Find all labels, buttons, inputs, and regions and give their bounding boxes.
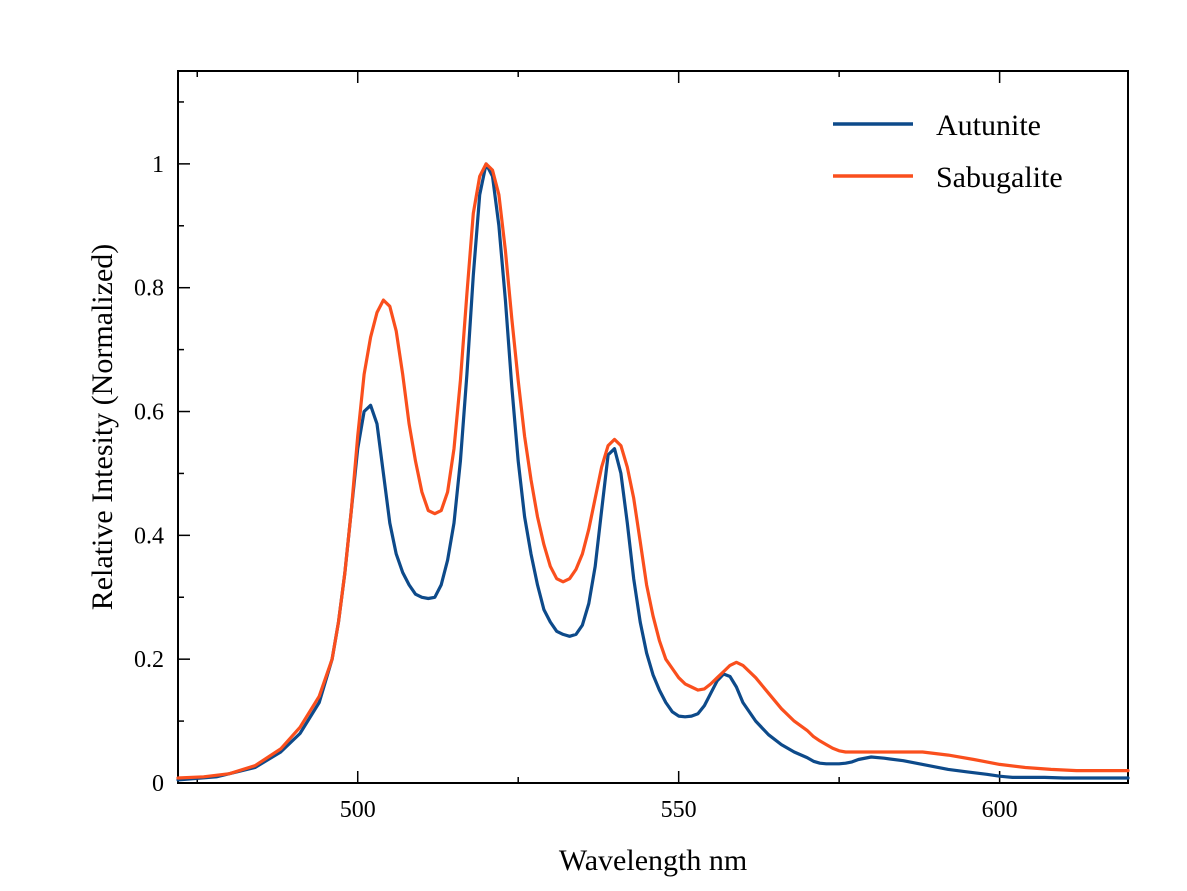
y-axis-label: Relative Intesity (Normalized) xyxy=(86,244,119,611)
y-tick-label: 0.8 xyxy=(134,276,164,302)
y-tick-label: 0 xyxy=(152,771,164,797)
y-tick-label: 0.4 xyxy=(134,523,164,549)
legend: Autunite Sabugalite xyxy=(833,109,1063,194)
tick-labels: 500 550 600 0 0.2 0.4 0.6 0.8 1 xyxy=(134,152,1018,823)
series-line-sabugalite xyxy=(176,162,1130,780)
series-layer xyxy=(176,162,1130,782)
axis-ticks xyxy=(178,71,1001,784)
x-tick-label: 550 xyxy=(661,797,697,823)
x-tick-label: 600 xyxy=(982,797,1018,823)
x-axis-label: Wavelength nm xyxy=(559,844,747,877)
plot-area-frame xyxy=(177,70,1129,784)
series-line-autunite xyxy=(176,162,1130,782)
y-tick-label: 0.2 xyxy=(134,647,164,673)
legend-label-sabugalite: Sabugalite xyxy=(936,161,1063,194)
legend-label-autunite: Autunite xyxy=(936,109,1041,142)
y-tick-label: 0.6 xyxy=(134,400,164,426)
y-tick-label: 1 xyxy=(152,152,164,178)
x-tick-label: 500 xyxy=(340,797,376,823)
